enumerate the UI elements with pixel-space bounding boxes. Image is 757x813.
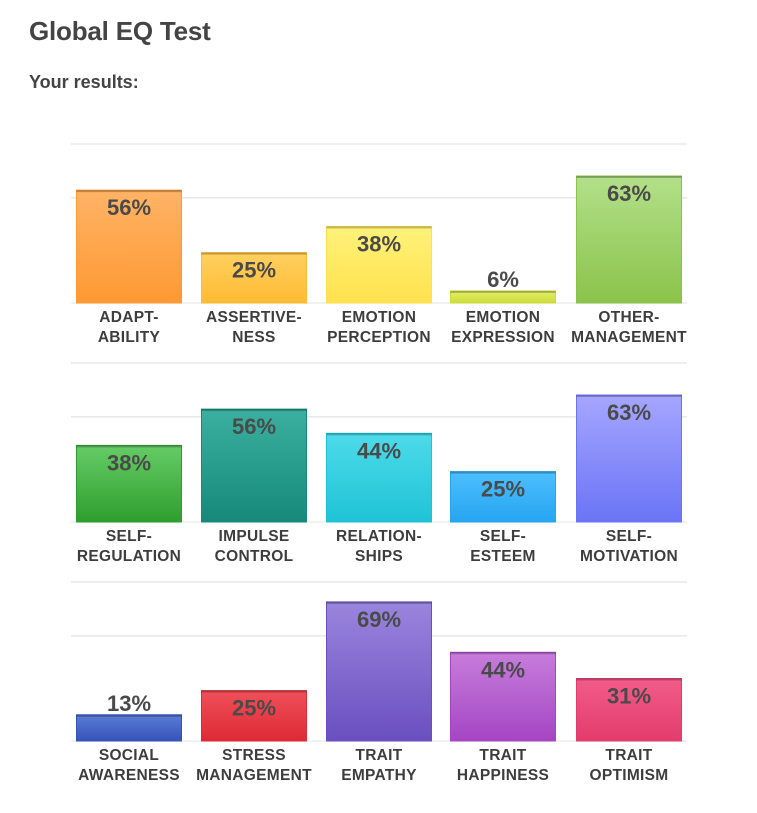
category-label: MANAGEMENT <box>196 767 312 784</box>
category-label: SELF- <box>480 528 526 545</box>
category-label: CONTROL <box>215 548 294 565</box>
category-label: EXPRESSION <box>451 329 555 346</box>
bar <box>326 225 432 304</box>
bar <box>76 444 182 523</box>
bar <box>326 432 432 523</box>
category-label: SELF- <box>606 528 652 545</box>
category-label: TRAIT <box>355 747 402 764</box>
bar-value-label: 13% <box>107 691 151 716</box>
bar-top-edge <box>576 175 682 178</box>
category-label: PERCEPTION <box>327 329 431 346</box>
bar-value-label: 38% <box>357 231 401 256</box>
bar <box>201 252 307 304</box>
category-label: EMOTION <box>466 309 540 326</box>
bar-value-label: 44% <box>481 657 525 682</box>
bar <box>326 601 432 742</box>
category-label: SELF- <box>106 528 152 545</box>
bar-value-label: 25% <box>232 258 276 283</box>
bar-value-label: 63% <box>607 181 651 206</box>
chart-row-3: 13% SOCIAL AWARENESS 25% STRESS MANAGEMENT 69%… <box>71 581 687 784</box>
bar-value-label: 56% <box>107 195 151 220</box>
bar-top-edge <box>76 190 182 193</box>
bar <box>450 651 556 742</box>
category-label: EMPATHY <box>341 767 417 784</box>
category-label: OTHER- <box>598 309 659 326</box>
category-label: RELATION- <box>336 528 422 545</box>
bar <box>201 690 307 742</box>
category-label: MANAGEMENT <box>571 329 687 346</box>
bar-value-label: 6% <box>487 267 519 292</box>
category-label: SHIPS <box>355 548 403 565</box>
bar-top-edge <box>326 433 432 436</box>
category-label: MOTIVATION <box>580 548 678 565</box>
category-label: AWARENESS <box>78 767 180 784</box>
category-label: ESTEEM <box>470 548 536 565</box>
bar <box>76 714 182 742</box>
category-label: SOCIAL <box>99 747 159 764</box>
bar-top-edge <box>76 445 182 448</box>
chart-row-1: 56% ADAPT- ABILITY 25% ASSERTIVE- NESS 38% EMOT… <box>71 143 687 346</box>
category-label: TRAIT <box>605 747 652 764</box>
bar-top-edge <box>576 678 682 681</box>
bar <box>76 189 182 304</box>
bar-top-edge <box>201 409 307 412</box>
bar-top-edge <box>450 471 556 474</box>
bar <box>450 471 556 523</box>
bar-value-label: 44% <box>357 438 401 463</box>
bar-value-label: 38% <box>107 450 151 475</box>
bar-value-label: 25% <box>481 477 525 502</box>
bar-value-label: 31% <box>607 684 651 709</box>
bar-top-edge <box>201 252 307 255</box>
bar-top-edge <box>76 714 182 717</box>
bar-top-edge <box>450 652 556 655</box>
bar-top-edge <box>201 690 307 693</box>
bar-top-edge <box>450 290 556 293</box>
category-label: ADAPT- <box>99 309 159 326</box>
results-subtitle: Your results: <box>29 72 139 92</box>
bar <box>201 408 307 523</box>
bar-value-label: 69% <box>357 607 401 632</box>
category-label: IMPULSE <box>219 528 290 545</box>
bar-top-edge <box>326 226 432 229</box>
bar <box>576 394 682 523</box>
page-title: Global EQ Test <box>29 16 211 46</box>
bar-value-label: 25% <box>232 696 276 721</box>
category-label: TRAIT <box>479 747 526 764</box>
category-label: OPTIMISM <box>589 767 668 784</box>
category-label: EMOTION <box>342 309 416 326</box>
category-label: HAPPINESS <box>457 767 549 784</box>
bar-top-edge <box>326 601 432 604</box>
bar <box>576 175 682 304</box>
bar <box>576 678 682 742</box>
bar-top-edge <box>576 394 682 397</box>
bar-value-label: 56% <box>232 414 276 439</box>
category-label: STRESS <box>222 747 286 764</box>
category-label: ASSERTIVE- <box>206 309 302 326</box>
bar <box>450 290 556 304</box>
bar-value-label: 63% <box>607 400 651 425</box>
chart-row-2: 38% SELF- REGULATION 56% IMPULSE CONTROL 44% RE… <box>71 362 687 565</box>
category-label: REGULATION <box>77 548 181 565</box>
category-label: NESS <box>232 329 275 346</box>
category-label: ABILITY <box>98 329 161 346</box>
